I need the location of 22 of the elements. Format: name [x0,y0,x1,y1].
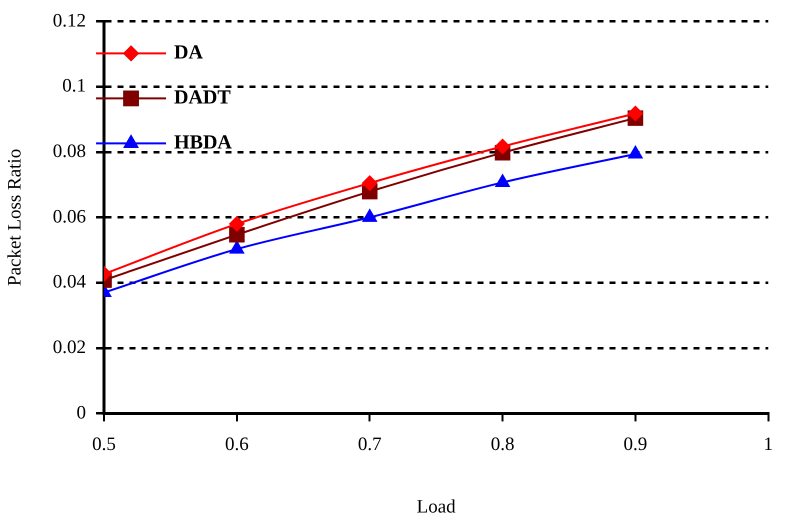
x-tick-label: 0.9 [624,434,648,455]
x-tick-label: 0.5 [92,434,116,455]
x-tick-label: 1 [764,434,773,455]
y-tick-label: 0.06 [52,206,86,228]
y-tick-label: 0.1 [62,76,86,97]
y-tick-label: 0 [76,402,86,424]
x-tick-label: 0.8 [490,434,514,455]
y-axis-title: Packet Loss Ratio [4,148,26,286]
y-tick-label: 0.02 [52,337,86,358]
x-tick-label: 0.7 [358,434,382,455]
y-tick-label: 0.12 [52,10,86,32]
legend-label: HBDA [174,132,232,154]
point [362,175,378,192]
legend-label: DA [174,42,204,64]
legend-label: DADT [174,86,232,109]
point [228,216,245,232]
point [494,138,511,155]
x-tick-label: 0.6 [225,434,249,455]
point [627,106,644,122]
y-tick-label: 0.08 [52,141,86,162]
x-axis-title: Load [416,496,456,518]
y-tick-label: 0.04 [52,272,87,293]
